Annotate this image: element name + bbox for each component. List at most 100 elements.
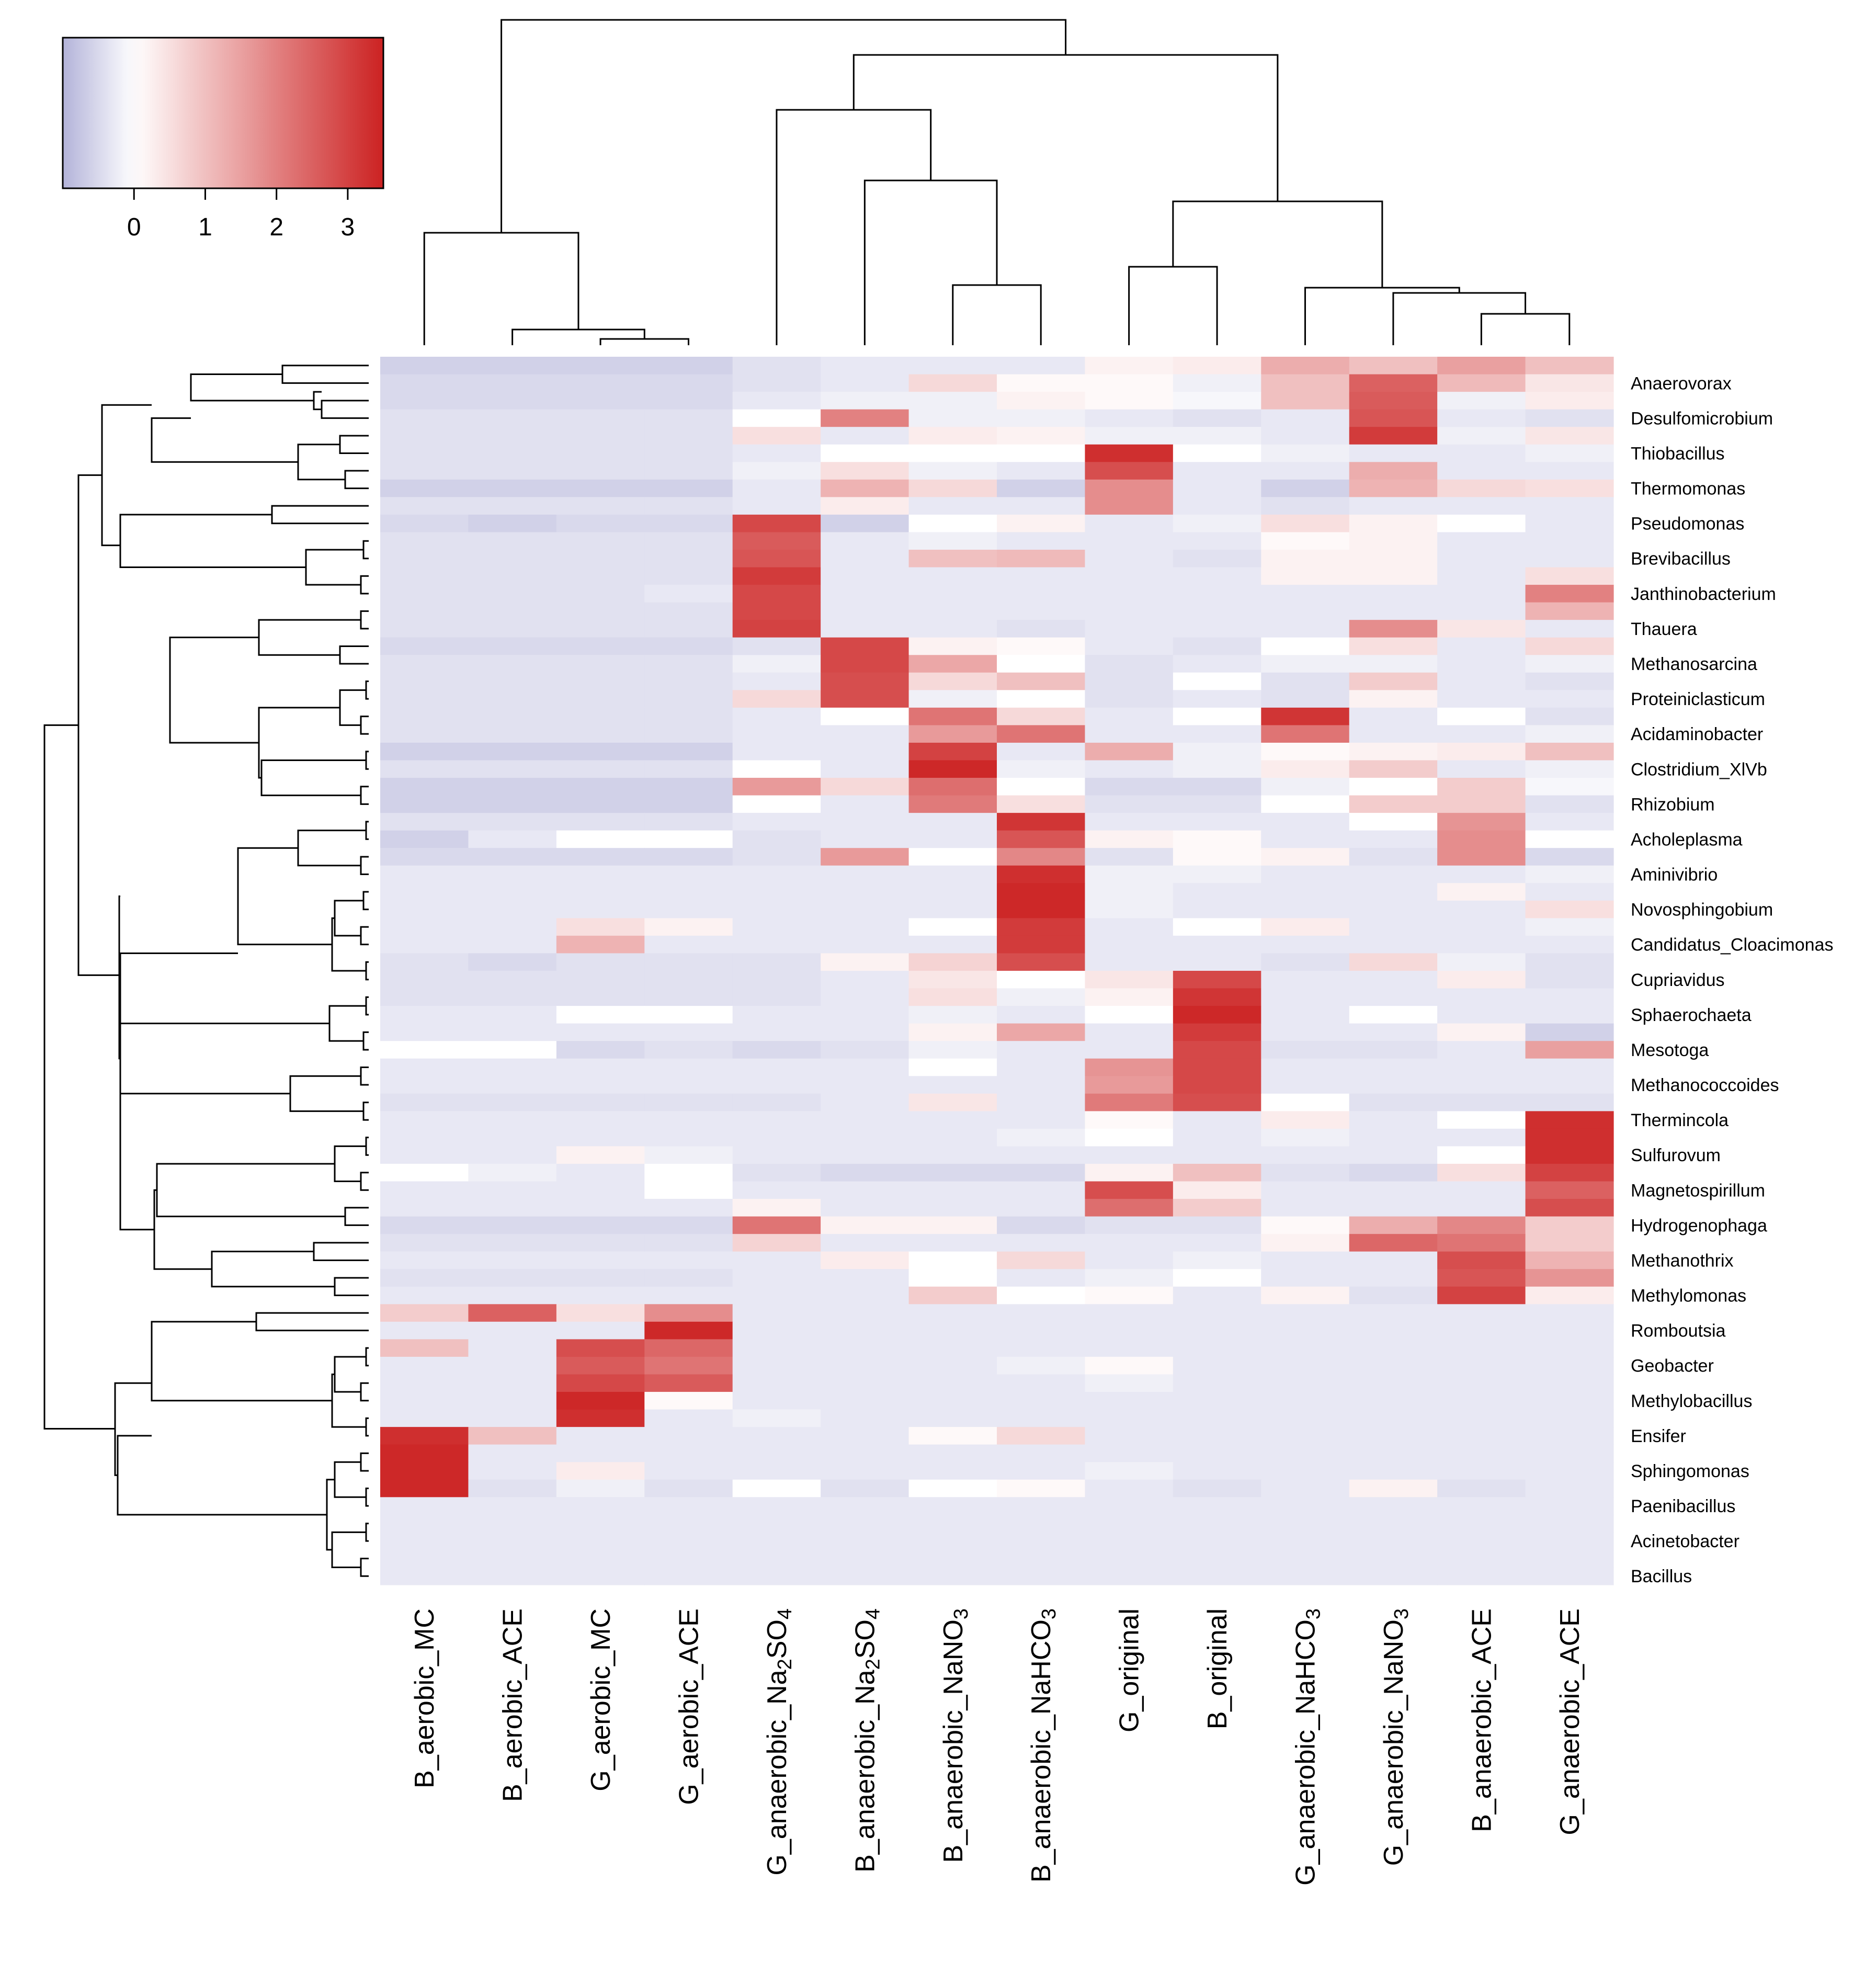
heatmap-cell [908, 795, 997, 813]
heatmap-cell [1437, 374, 1526, 392]
heatmap-cell [997, 760, 1086, 778]
heatmap-cell [1525, 988, 1614, 1006]
heatmap-cell [380, 532, 469, 550]
dendrogram-link [511, 328, 645, 345]
heatmap-cell [556, 1286, 645, 1305]
heatmap-cell [1349, 1286, 1438, 1305]
heatmap-cell [1261, 1041, 1350, 1059]
heatmap-cell [644, 532, 733, 550]
heatmap-cell [380, 409, 469, 427]
heatmap-cell [1349, 1199, 1438, 1217]
row-label: Clostridium_XlVb [1631, 759, 1767, 779]
heatmap-cell [1437, 1269, 1526, 1287]
heatmap-cell [908, 357, 997, 375]
heatmap-cell [1173, 1163, 1261, 1182]
heatmap-cell [997, 1286, 1086, 1305]
dendrogram-link [365, 1137, 369, 1156]
heatmap-cell [1437, 1199, 1526, 1217]
heatmap-cell [1349, 1409, 1438, 1427]
heatmap-cell [1525, 655, 1614, 673]
heatmap-cell [1085, 672, 1174, 690]
dendrogram-link [360, 575, 369, 595]
heatmap-cell [908, 1514, 997, 1533]
heatmap-cell [1349, 1128, 1438, 1147]
heatmap-cell [1349, 532, 1438, 550]
heatmap-cell [468, 427, 557, 445]
heatmap-cell [556, 1146, 645, 1164]
row-label: Acholeplasma [1631, 830, 1743, 849]
heatmap-cell [644, 760, 733, 778]
heatmap-cell [1437, 620, 1526, 638]
dendrogram-link [360, 1382, 369, 1402]
heatmap-cell [997, 918, 1086, 936]
heatmap-cell [1261, 848, 1350, 866]
heatmap-cell [1173, 462, 1261, 480]
heatmap-cell [468, 1514, 557, 1533]
heatmap-cell [1437, 655, 1526, 673]
heatmap-cell [821, 1216, 909, 1234]
heatmap-cell [732, 883, 821, 901]
heatmap-cell [732, 514, 821, 533]
heatmap-cell [1261, 1216, 1350, 1234]
heatmap-cell [380, 602, 469, 620]
heatmap-cell [1085, 742, 1174, 761]
heatmap-cell [644, 1006, 733, 1024]
heatmap-cell [380, 900, 469, 918]
heatmap-cell [732, 830, 821, 848]
heatmap-cell [1173, 497, 1261, 515]
dendrogram-link [1480, 313, 1571, 345]
dendrogram-link [360, 1558, 369, 1577]
heatmap-cell [732, 1234, 821, 1252]
heatmap-cell [556, 392, 645, 410]
row-label: Methylomonas [1631, 1286, 1746, 1306]
heatmap-cell [1173, 567, 1261, 585]
heatmap-cell [821, 1286, 909, 1305]
heatmap-cell [1261, 1181, 1350, 1199]
heatmap-cell [1261, 830, 1350, 848]
heatmap-cell [468, 848, 557, 866]
heatmap-cell [1173, 918, 1261, 936]
heatmap-cell [1261, 935, 1350, 954]
heatmap-cell [1349, 1392, 1438, 1410]
heatmap-cell [1085, 1146, 1174, 1164]
heatmap-cell [1525, 690, 1614, 708]
heatmap-cell [556, 883, 645, 901]
heatmap-cell [1437, 690, 1526, 708]
heatmap-cell [468, 637, 557, 655]
heatmap-cell [1437, 1181, 1526, 1199]
row-label: Methanococcoides [1631, 1075, 1779, 1095]
heatmap-cell [468, 707, 557, 725]
heatmap-cell [1173, 1532, 1261, 1550]
heatmap-cell [556, 1409, 645, 1427]
heatmap-cell [1085, 1304, 1174, 1322]
heatmap-cell [1261, 1163, 1350, 1182]
heatmap-cell [908, 918, 997, 936]
heatmap-cell [1349, 1567, 1438, 1585]
heatmap-cell [1349, 1111, 1438, 1129]
heatmap-cell [644, 830, 733, 848]
heatmap-cell [908, 585, 997, 603]
heatmap-cell [732, 1199, 821, 1217]
heatmap-cell [1085, 427, 1174, 445]
heatmap-cell [1173, 444, 1261, 462]
heatmap-cell [732, 620, 821, 638]
heatmap-cell [468, 357, 557, 375]
heatmap-cell [1437, 1163, 1526, 1182]
heatmap-cell [1437, 1479, 1526, 1498]
heatmap-cell [556, 760, 645, 778]
heatmap-cell [556, 620, 645, 638]
heatmap-cell [1261, 1514, 1350, 1533]
dendrogram-link [313, 391, 322, 411]
heatmap-cell [821, 392, 909, 410]
heatmap-cell [908, 1339, 997, 1357]
heatmap-cell [468, 374, 557, 392]
heatmap-cell [1349, 1532, 1438, 1550]
heatmap-cell [1437, 848, 1526, 866]
heatmap-cell [997, 725, 1086, 743]
heatmap-cell [1173, 637, 1261, 655]
heatmap-cell [821, 935, 909, 954]
heatmap-cell [468, 462, 557, 480]
heatmap-cell [1085, 479, 1174, 497]
heatmap-cell [908, 953, 997, 971]
heatmap-cell [1525, 1076, 1614, 1094]
